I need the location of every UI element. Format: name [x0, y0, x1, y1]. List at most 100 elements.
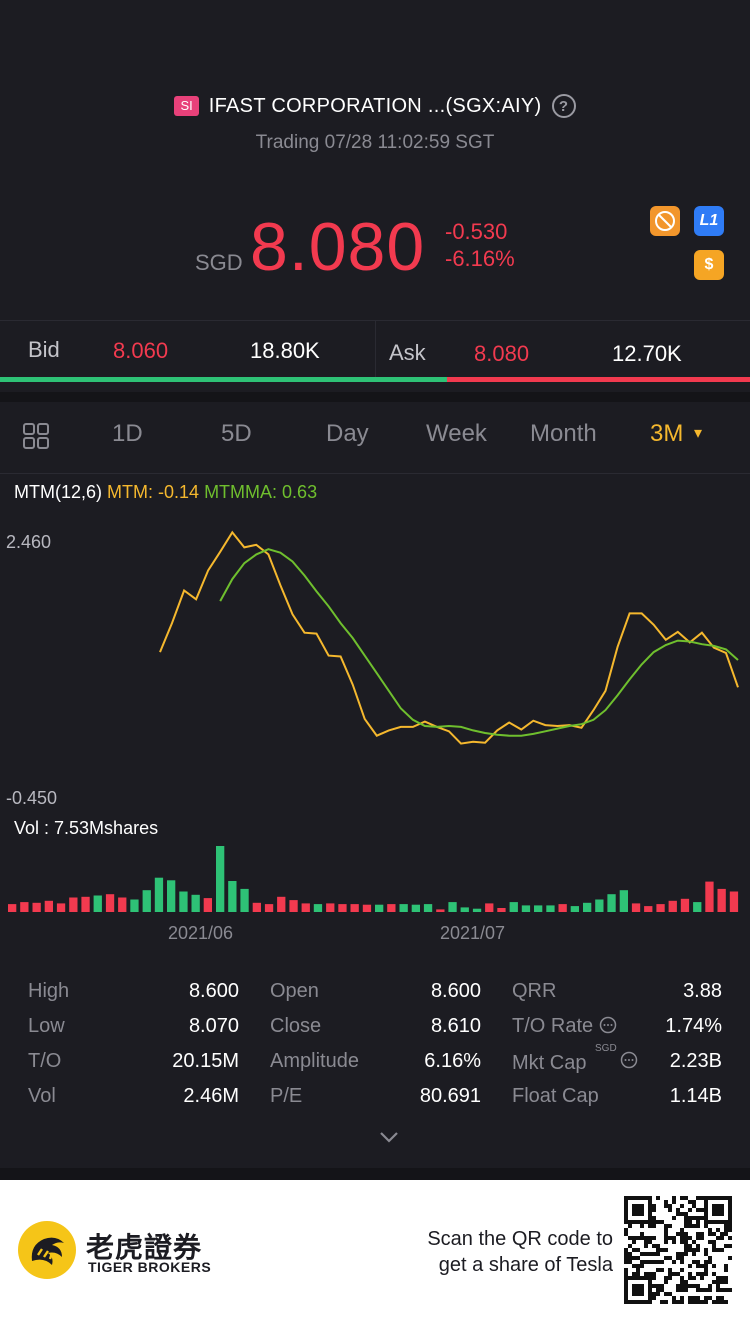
volume-bar [558, 904, 567, 912]
period-tabs [0, 392, 750, 474]
tab-day[interactable]: Day [326, 420, 369, 447]
ask-size: 12.70K [612, 341, 682, 366]
series-line-mtmma [219, 548, 739, 737]
mtm-indicator-name: MTM(12,6) [14, 482, 103, 502]
market-badge: SI [174, 96, 199, 116]
grid-icon[interactable] [22, 422, 50, 450]
mkt-cap-unit: SGD [595, 1043, 617, 1054]
volume-bar [32, 902, 41, 912]
stat-amplitude-label: Amplitude [270, 1050, 359, 1072]
volume-bar [497, 908, 506, 912]
chevron-down-icon[interactable] [378, 1130, 400, 1144]
mtm-chart[interactable] [0, 500, 750, 820]
volume-bar [583, 902, 592, 912]
stat-qrr-value: 3.88 [683, 980, 722, 1002]
mtm-value: MTM: -0.14 [107, 482, 200, 502]
volume-bar [191, 894, 200, 912]
volume-bar [534, 905, 543, 912]
volume-bar [448, 902, 457, 912]
brand-name-en: TIGER BROKERS [88, 1259, 212, 1275]
volume-bar [350, 904, 359, 912]
tab-1d[interactable]: 1D [112, 420, 143, 447]
stat-vol-label: Vol [28, 1085, 56, 1107]
volume-bar [167, 880, 176, 912]
stat-open-value: 8.600 [430, 980, 481, 1002]
y-axis-max: 2.460 [6, 532, 52, 552]
volume-bar [44, 900, 53, 912]
hk-connect-icon[interactable] [650, 206, 680, 236]
volume-bar [619, 890, 628, 912]
change-percent: -6.16% [445, 246, 515, 271]
volume-bar [154, 877, 164, 912]
dollar-icon[interactable]: $ [694, 250, 724, 280]
stat-high-value: 8.600 [188, 980, 239, 1002]
stat-turnover-label: T/O [28, 1050, 62, 1072]
promo-line-1: Scan the QR code to [427, 1228, 613, 1250]
mtmma-value: MTMMA: 0.63 [204, 482, 318, 502]
volume-bar [423, 904, 433, 912]
volume-bar [326, 903, 335, 912]
volume-bar [130, 899, 139, 912]
trading-status: Trading 07/28 11:02:59 SGT [255, 132, 495, 153]
ask-label: Ask [389, 340, 426, 365]
volume-bar [485, 903, 494, 912]
brand-name-cn: 老虎證券 [86, 1231, 203, 1264]
stat-pe-label: P/E [270, 1085, 303, 1107]
tab-5d[interactable]: 5D [221, 420, 252, 447]
tab-month[interactable]: Month [530, 420, 597, 447]
volume-bar [436, 909, 445, 912]
x-axis-date-1: 2021/06 [168, 923, 234, 943]
stat-turnover-rate-label[interactable]: T/O Rate [512, 1015, 617, 1038]
volume-legend: Vol : 7.53Mshares [14, 818, 159, 838]
help-icon[interactable]: ? [551, 94, 576, 118]
stat-mkt-cap-value: 2.23B [669, 1050, 722, 1072]
volume-bar [631, 903, 641, 912]
series-line-mtm [159, 530, 739, 745]
bid-size: 18.80K [250, 338, 320, 363]
qr-code-icon[interactable] [624, 1196, 732, 1304]
bid-volume-bar [0, 377, 447, 382]
stat-low-value: 8.070 [188, 1015, 239, 1037]
info-icon[interactable] [599, 1016, 617, 1034]
volume-bar [460, 907, 469, 912]
stat-open-label: Open [270, 980, 319, 1002]
volume-bar [399, 904, 408, 912]
tab-3m-label: 3M [650, 420, 684, 447]
volume-bar [313, 904, 323, 912]
volume-bar [240, 888, 249, 912]
change-value: -0.530 [445, 219, 508, 244]
tab-week[interactable]: Week [426, 420, 487, 447]
stat-mkt-cap-label: Mkt Cap [512, 1052, 587, 1074]
volume-bar [264, 904, 274, 912]
bid-ask-divider [375, 320, 376, 378]
volume-bar [252, 902, 261, 912]
info-icon[interactable] [620, 1051, 638, 1069]
volume-bar [656, 904, 665, 912]
volume-bar [56, 903, 66, 912]
chevron-down-icon: ▾ [694, 425, 703, 442]
volume-bar [472, 908, 482, 912]
volume-bar [729, 891, 739, 912]
stat-float-cap-value: 1.14B [669, 1085, 722, 1107]
volume-chart[interactable] [0, 840, 750, 915]
level1-icon[interactable]: L1 [694, 206, 724, 236]
tab-3m[interactable]: 3M ▾ [650, 420, 702, 448]
stat-amplitude-value: 6.16% [424, 1050, 481, 1072]
last-price: 8.080 [250, 209, 426, 285]
volume-bar [203, 898, 212, 912]
volume-bar [301, 903, 310, 912]
stat-close-label: Close [270, 1015, 322, 1037]
volume-bar [680, 898, 690, 912]
volume-bar [93, 895, 102, 912]
stat-turnover-rate-text: T/O Rate [512, 1015, 594, 1037]
volume-bar [142, 890, 151, 912]
volume-bar [387, 904, 396, 912]
stat-float-cap-label: Float Cap [512, 1085, 599, 1107]
x-axis-date-2: 2021/07 [440, 923, 506, 943]
stat-vol-value: 2.46M [183, 1085, 239, 1107]
volume-bar [693, 902, 702, 912]
section-divider [0, 1168, 750, 1180]
volume-bar [411, 904, 420, 912]
y-axis-min: -0.450 [6, 788, 58, 808]
stock-title-row[interactable]: SI IFAST CORPORATION ...(SGX:AIY) ? [0, 90, 750, 122]
